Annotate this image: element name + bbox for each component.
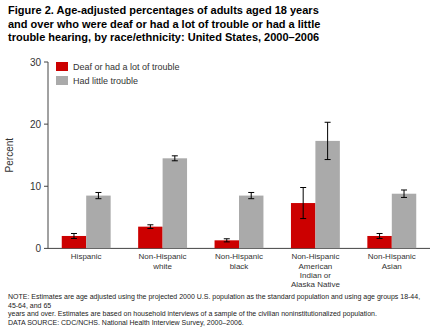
x-tick-label-line: American <box>299 262 333 271</box>
x-tick-label: Non-Hispanicwhite <box>139 252 187 270</box>
x-tick-label-line: Indian or <box>300 271 331 280</box>
error-bar-line <box>98 192 99 198</box>
error-bar <box>377 233 383 238</box>
bar <box>215 240 239 248</box>
bar <box>163 158 187 248</box>
note: NOTE: Estimates are age adjusted using t… <box>8 293 420 327</box>
x-tick-label-line: Non-Hispanic <box>215 252 263 261</box>
bar <box>86 196 110 249</box>
y-tick-label: 30 <box>30 57 42 68</box>
error-bar <box>71 233 77 238</box>
y-tick-label: 20 <box>30 119 42 130</box>
error-bar-cap <box>300 187 306 188</box>
error-bar-line <box>379 233 380 238</box>
bar <box>138 227 162 249</box>
error-bar <box>95 192 101 198</box>
error-bar-line <box>251 192 252 198</box>
error-bar-cap <box>377 233 383 234</box>
legend-label: Had little trouble <box>73 76 138 86</box>
title-line: Figure 2. Age-adjusted percentages of ad… <box>8 4 319 16</box>
error-bar <box>401 190 407 197</box>
legend-swatch <box>56 62 68 71</box>
title-line: trouble hearing, by race/ethnicity: Unit… <box>8 31 319 43</box>
x-tick-label-line: Alaska Native <box>291 280 340 289</box>
error-bar-cap <box>401 197 407 198</box>
error-bar-cap <box>300 218 306 219</box>
y-axis <box>48 62 49 248</box>
legend: Deaf or had a lot of trouble Had little t… <box>56 62 180 86</box>
error-bar-cap <box>224 241 230 242</box>
legend-label: Deaf or had a lot of trouble <box>73 62 180 72</box>
error-bar-cap <box>147 228 153 229</box>
error-bar-cap <box>224 238 230 239</box>
bar <box>239 196 263 249</box>
error-bar-cap <box>248 198 254 199</box>
error-bar-line <box>404 190 405 197</box>
background <box>0 0 440 330</box>
x-tick-label-line: Hispanic <box>71 252 102 261</box>
x-tick-label-line: Non-Hispanic <box>368 252 416 261</box>
error-bar-cap <box>71 238 77 239</box>
note-line: years and over. Estimates are based on h… <box>8 310 377 318</box>
title: Figure 2. Age-adjusted percentages of ad… <box>8 4 320 43</box>
error-bar-line <box>150 225 151 229</box>
plot-area <box>62 122 416 248</box>
error-bar-cap <box>325 122 331 123</box>
y-tick <box>44 186 48 187</box>
x-tick-label: Non-Hispanicblack <box>215 252 263 270</box>
x-tick-label: Non-HispanicAsian <box>368 252 416 270</box>
y-tick <box>44 62 48 63</box>
y-tick <box>44 124 48 125</box>
legend-swatch <box>56 76 68 85</box>
x-tick-label-line: white <box>152 262 172 271</box>
chart: Figure 2. Age-adjusted percentages of ad… <box>0 0 440 330</box>
error-bar-line <box>303 188 304 219</box>
y-tick-label: 10 <box>30 181 42 192</box>
x-tick-label-line: Asian <box>382 262 402 271</box>
note-line: NOTE: Estimates are age adjusted using t… <box>8 293 420 301</box>
error-bar-cap <box>172 155 178 156</box>
note-line: 45-64, and 65 <box>8 302 51 309</box>
error-bar-cap <box>172 160 178 161</box>
error-bar <box>248 192 254 198</box>
x-tick-label-line: Non-Hispanic <box>139 252 187 261</box>
x-tick-label: Non-HispanicAmericanIndian orAlaska Nati… <box>291 252 340 289</box>
error-bar-line <box>174 156 175 161</box>
error-bar-cap <box>377 238 383 239</box>
error-bar-cap <box>401 189 407 190</box>
x-tick-label-line: Non-Hispanic <box>291 252 339 261</box>
error-bar-cap <box>95 192 101 193</box>
x-tick-label: Hispanic <box>71 252 102 261</box>
error-bar-cap <box>95 198 101 199</box>
error-bar <box>300 188 306 219</box>
error-bar-cap <box>325 159 331 160</box>
note-line: DATA SOURCE: CDC/NCHS. National Health I… <box>8 319 244 327</box>
error-bar-cap <box>71 233 77 234</box>
y-label: Percent <box>4 138 15 173</box>
title-line: and over who were deaf or had a lot of t… <box>8 18 320 30</box>
error-bar <box>325 122 331 159</box>
x-tick-label-line: black <box>230 262 250 271</box>
y-tick-label: 0 <box>35 243 41 254</box>
error-bar <box>172 156 178 161</box>
error-bar <box>147 225 153 229</box>
error-bar-cap <box>248 192 254 193</box>
error-bar <box>224 239 230 242</box>
error-bar-line <box>73 233 74 238</box>
bar <box>392 194 416 249</box>
error-bar-cap <box>147 224 153 225</box>
error-bar-line <box>327 122 328 159</box>
y-tick <box>44 248 48 249</box>
